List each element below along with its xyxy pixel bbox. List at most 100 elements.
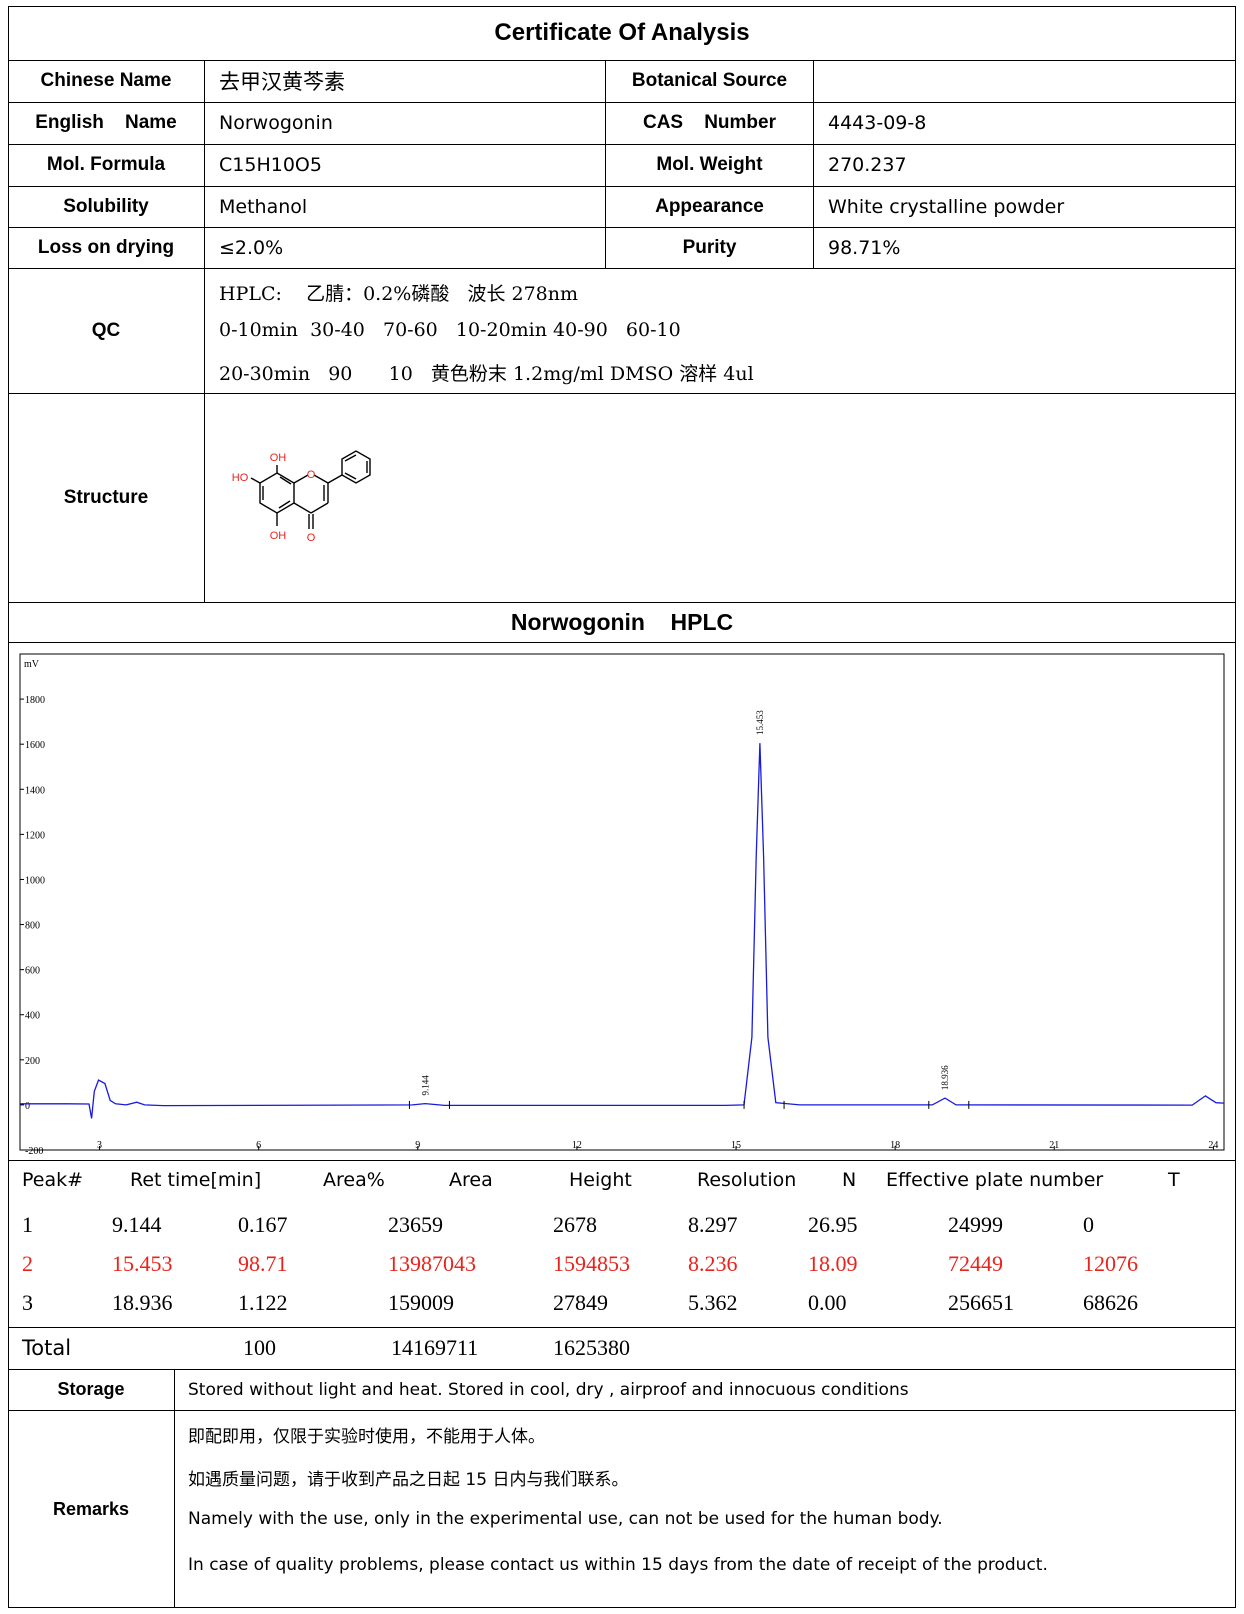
divider [8, 602, 1236, 603]
value-solubility: Methanol [219, 195, 308, 218]
label-purity: Purity [682, 236, 737, 258]
label-structure: Structure [63, 486, 149, 508]
divider [8, 1327, 1236, 1328]
hplc-title: Norwogonin HPLC [510, 608, 734, 635]
series-line-1 [20, 743, 1225, 1119]
table-cell-r2-c4: 13987043 [388, 1251, 476, 1276]
value-purity: 98.71% [828, 236, 901, 259]
col-header-area-pct: Area% [323, 1169, 385, 1191]
total-area: 14169711 [391, 1335, 479, 1360]
remark-line-2: 如遇质量问题，请于收到产品之日起 15 日内与我们联系。 [188, 1470, 629, 1490]
remark-line-3: Namely with the use, only in the experim… [188, 1509, 943, 1529]
label-chinese-name: Chinese Name [40, 70, 172, 91]
table-cell-r3-c7: 0.00 [808, 1290, 847, 1315]
value-botanical-source [814, 60, 1234, 102]
border-top [8, 6, 1236, 7]
qc-line-1: HPLC: 乙腈：0.2%磷酸 波长 278nm [219, 283, 579, 305]
divider [813, 60, 814, 268]
structure-oh-top: OH [270, 452, 287, 464]
y-tick-label: 600 [25, 966, 40, 977]
total-area-pct: 100 [243, 1335, 276, 1360]
label-solubility: Solubility [63, 195, 149, 217]
table-cell-r3-c8: 256651 [948, 1290, 1014, 1315]
label-loss-on-drying: Loss on drying [37, 236, 175, 258]
table-cell-r1-c4: 23659 [388, 1212, 443, 1237]
y-tick-label: 0 [25, 1101, 30, 1112]
divider [8, 60, 1236, 61]
col-header-resolution: Resolution [697, 1169, 797, 1191]
divider [8, 144, 1236, 145]
page-title: Certificate Of Analysis [494, 19, 750, 46]
y-tick-label: 1400 [25, 785, 45, 796]
total-height: 1625380 [553, 1335, 630, 1360]
x-tick-label: 3 [97, 1140, 102, 1151]
structure-oh-bottom: OH [270, 530, 287, 542]
qc-line-3: 20-30min 90 10 黄色粉末 1.2mg/ml DMSO 溶样 4ul [219, 363, 754, 385]
divider [204, 60, 205, 602]
x-tick-label: 18 [890, 1140, 900, 1151]
divider [8, 186, 1236, 187]
table-cell-r2-c3: 98.71 [238, 1251, 288, 1276]
table-cell-r3-c1: 3 [22, 1290, 33, 1315]
label-appearance: Appearance [655, 195, 764, 217]
total-label: Total [22, 1336, 72, 1360]
label-remarks: Remarks [52, 1498, 130, 1519]
divider [174, 1369, 175, 1608]
table-cell-r1-c9: 0 [1083, 1212, 1094, 1237]
divider [8, 227, 1236, 228]
structure-ho-left: HO [232, 472, 249, 484]
value-mol-formula: C15H10O5 [219, 154, 322, 176]
border-right [1235, 6, 1236, 1608]
col-header-area: Area [449, 1169, 493, 1191]
table-cell-r1-c7: 26.95 [808, 1212, 858, 1237]
table-cell-r3-c5: 27849 [553, 1290, 608, 1315]
value-english-name: Norwogonin [219, 112, 333, 134]
structure-carbonyl-oxygen: O [307, 532, 316, 544]
qc-line-2: 0-10min 30-40 70-60 10-20min 40-90 60-10 [219, 319, 681, 341]
border-left [8, 6, 9, 1608]
label-english-name: English Name [35, 112, 177, 133]
plot-frame [19, 653, 1225, 1151]
table-cell-r1-c8: 24999 [948, 1212, 1003, 1237]
label-storage: Storage [57, 1379, 125, 1399]
y-tick-label: 800 [25, 921, 40, 932]
table-cell-r2-c5: 1594853 [553, 1251, 630, 1276]
structure-ring-oxygen: O [307, 469, 316, 481]
value-chinese-name: 去甲汉黄芩素 [219, 70, 345, 94]
x-tick-label: 12 [572, 1140, 582, 1151]
peak-label-1: 9.144 [420, 1075, 430, 1096]
y-tick-label: 1600 [25, 740, 45, 751]
divider [8, 102, 1236, 103]
table-cell-r2-c6: 8.236 [688, 1251, 738, 1276]
norwogonin-structure-diagram: OH HO OH O O [232, 450, 371, 544]
table-cell-r3-c6: 5.362 [688, 1290, 738, 1315]
label-mol-weight: Mol. Weight [656, 154, 763, 175]
table-cell-r1-c5: 2678 [553, 1212, 597, 1237]
border-bottom [8, 1607, 1236, 1608]
hplc-chromatogram: mV -200 0 200 400 600 800 1000 1200 1400 1600 1800 3… [19, 653, 1225, 1155]
col-header-effective-plate: Effective plate number [886, 1169, 1104, 1191]
y-tick-label: 200 [25, 1056, 40, 1067]
table-cell-r1-c3: 0.167 [238, 1212, 288, 1237]
table-cell-r2-c9: 12076 [1083, 1251, 1138, 1276]
col-header-ret-time: Ret time[min] [130, 1169, 262, 1191]
x-tick-label: 6 [256, 1140, 261, 1151]
remark-line-4: In case of quality problems, please cont… [188, 1555, 1048, 1575]
table-cell-r1-c1: 1 [22, 1212, 33, 1237]
storage-text: Stored without light and heat. Stored in… [188, 1380, 909, 1400]
table-cell-r2-c2: 15.453 [112, 1251, 173, 1276]
col-header-peak: Peak# [22, 1169, 84, 1191]
table-cell-r2-c1: 2 [22, 1251, 33, 1276]
table-cell-r3-c4: 159009 [388, 1290, 454, 1315]
divider [8, 268, 1236, 269]
label-qc: QC [91, 319, 121, 341]
y-tick-label: 1200 [25, 830, 45, 841]
col-header-height: Height [569, 1169, 632, 1191]
x-tick-label: 15 [731, 1140, 741, 1151]
table-cell-r3-c2: 18.936 [112, 1290, 173, 1315]
y-tick-label: 1000 [25, 875, 45, 886]
table-cell-r1-c2: 9.144 [112, 1212, 162, 1237]
table-cell-r2-c7: 18.09 [808, 1251, 858, 1276]
certificate: Certificate Of Analysis Chinese Name 去甲汉… [8, 6, 1236, 1608]
y-axis-label: mV [24, 659, 40, 670]
